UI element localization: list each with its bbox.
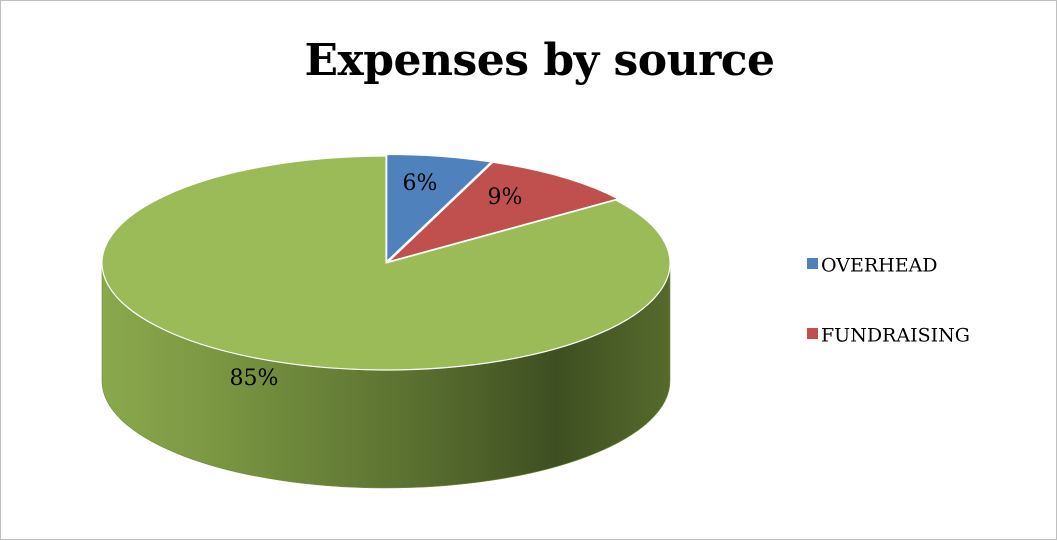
legend-label-fundraising: FUNDRAISING [821,324,970,347]
data-label-fundraising: 9% [488,185,523,210]
legend-label-overhead: OVERHEAD [821,254,938,277]
data-label-overhead: 6% [403,171,438,196]
pie-slice-fundraising [387,161,619,263]
legend-swatch-overhead [807,257,818,269]
legend-swatch-fundraising [807,327,818,339]
legend-item-overhead: OVERHEAD [807,251,938,279]
data-label-other: 85% [230,366,279,391]
legend-item-fundraising: FUNDRAISING [807,321,970,349]
pie-slice-overhead [386,153,492,263]
chart-title: Expenses by source [304,35,775,86]
pie-slice-other [101,155,671,371]
